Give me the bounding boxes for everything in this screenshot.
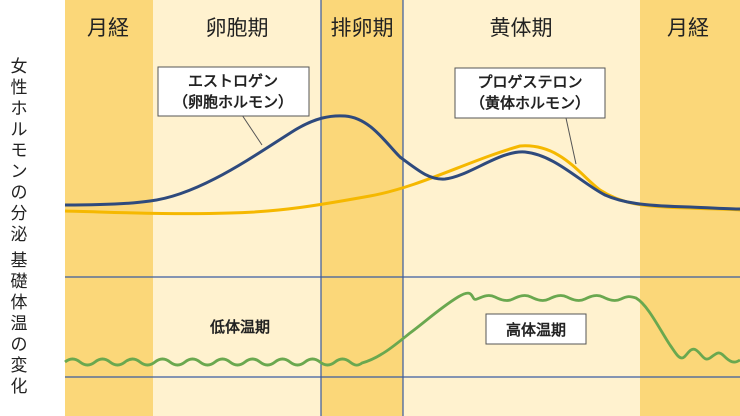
high-temperature-box xyxy=(485,313,587,345)
progesterone-callout-line2: （黄体ホルモン） xyxy=(470,94,590,112)
progesterone-leader-line xyxy=(565,117,577,165)
phase-band-luteal xyxy=(403,0,640,416)
phase-band-menstruation-1 xyxy=(65,0,153,416)
estrogen-callout-line2: （卵胞ホルモン） xyxy=(173,93,293,111)
phase-label-ovulation: 排卵期 xyxy=(331,16,394,40)
divider-lines xyxy=(65,0,740,416)
temperature-axis-label: 基礎体温の変化 xyxy=(10,251,28,397)
hormone-axis-label: 女性ホルモンの分泌 xyxy=(10,57,28,245)
progesterone-callout-box xyxy=(454,67,606,119)
high-temperature-label: 高体温期 xyxy=(506,321,566,339)
phase-band-ovulation xyxy=(321,0,403,416)
phase-label-menstruation-1: 月経 xyxy=(87,16,129,40)
phase-label-follicular: 卵胞期 xyxy=(206,16,269,40)
basal-temperature-curve xyxy=(64,291,740,367)
low-temperature-label: 低体温期 xyxy=(209,318,270,336)
estrogen-leader-line xyxy=(239,111,263,146)
estrogen-callout-box xyxy=(157,66,310,117)
estrogen-curve xyxy=(64,114,740,211)
phase-label-luteal: 黄体期 xyxy=(490,16,553,40)
phase-label-menstruation-2: 月経 xyxy=(667,16,709,40)
estrogen-callout-line1: エストロゲン xyxy=(188,72,278,90)
progesterone-callout-line1: プロゲステロン xyxy=(477,73,582,91)
